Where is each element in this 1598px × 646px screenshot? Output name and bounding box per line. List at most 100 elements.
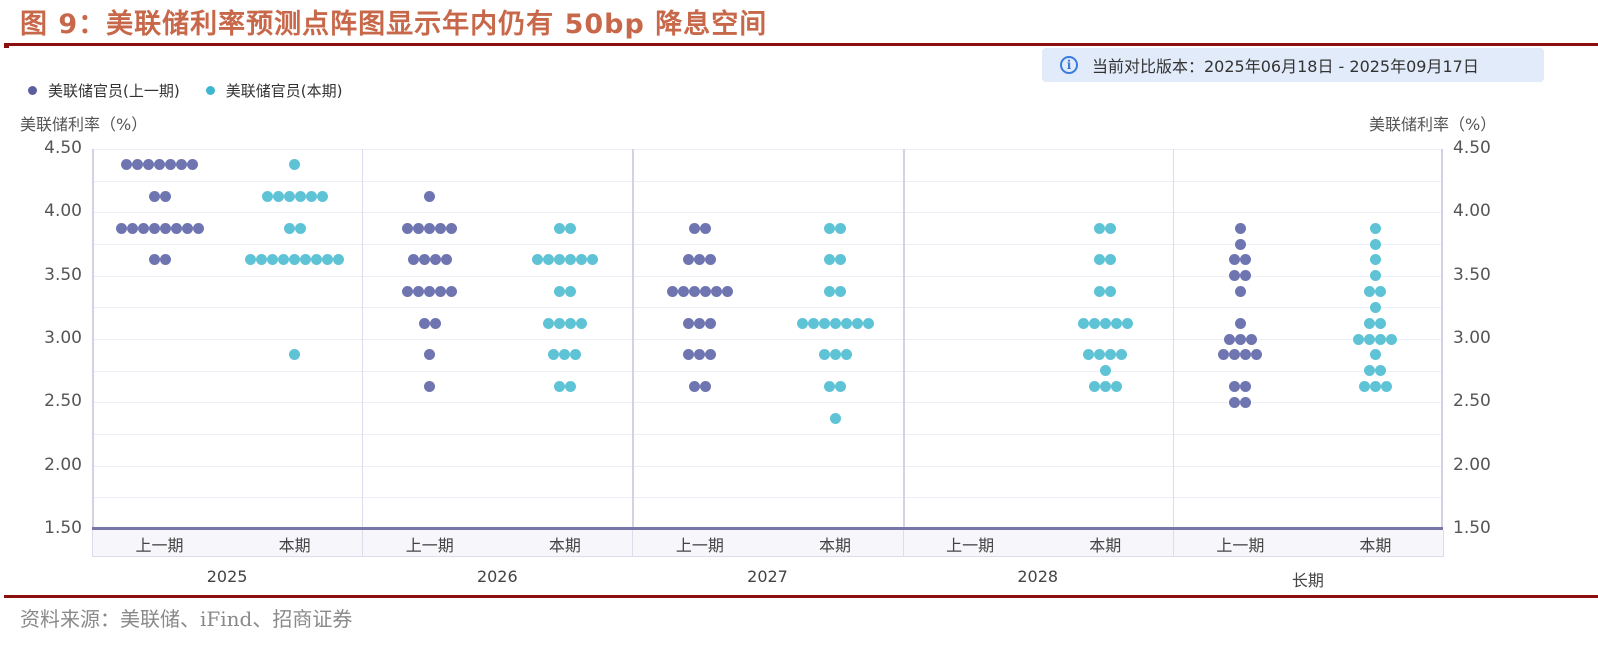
- data-point[interactable]: [840, 349, 852, 361]
- data-point[interactable]: [424, 191, 436, 202]
- data-point[interactable]: [413, 286, 425, 297]
- data-point[interactable]: [1369, 222, 1381, 234]
- data-point[interactable]: [429, 317, 441, 329]
- data-point[interactable]: [121, 159, 133, 171]
- data-point[interactable]: [446, 222, 458, 234]
- data-point[interactable]: [1240, 396, 1252, 408]
- data-point[interactable]: [829, 412, 841, 424]
- data-point[interactable]: [699, 286, 711, 297]
- data-point[interactable]: [1369, 381, 1381, 392]
- data-point[interactable]: [1240, 381, 1252, 392]
- data-point[interactable]: [699, 381, 711, 392]
- data-point[interactable]: [1369, 254, 1381, 266]
- data-point[interactable]: [187, 159, 199, 171]
- data-point[interactable]: [429, 254, 441, 266]
- data-point[interactable]: [683, 349, 695, 361]
- data-point[interactable]: [1099, 365, 1111, 377]
- data-point[interactable]: [1229, 381, 1241, 392]
- data-point[interactable]: [553, 286, 565, 297]
- data-point[interactable]: [862, 317, 874, 329]
- data-point[interactable]: [1110, 381, 1122, 392]
- data-point[interactable]: [1234, 222, 1246, 234]
- data-point[interactable]: [575, 254, 587, 266]
- data-point[interactable]: [137, 222, 149, 234]
- data-point[interactable]: [245, 254, 257, 266]
- data-point[interactable]: [1364, 365, 1376, 377]
- data-point[interactable]: [1364, 333, 1376, 345]
- data-point[interactable]: [1234, 317, 1246, 329]
- data-point[interactable]: [418, 317, 430, 329]
- data-point[interactable]: [1094, 254, 1106, 266]
- data-point[interactable]: [413, 222, 425, 234]
- data-point[interactable]: [1105, 254, 1117, 266]
- data-point[interactable]: [305, 191, 317, 202]
- data-point[interactable]: [1251, 349, 1263, 361]
- data-point[interactable]: [1353, 333, 1365, 345]
- data-point[interactable]: [148, 254, 160, 266]
- data-point[interactable]: [1240, 270, 1252, 282]
- data-point[interactable]: [1083, 349, 1095, 361]
- data-point[interactable]: [1229, 396, 1241, 408]
- data-point[interactable]: [256, 254, 268, 266]
- data-point[interactable]: [289, 159, 301, 171]
- data-point[interactable]: [1110, 317, 1122, 329]
- data-point[interactable]: [824, 254, 836, 266]
- data-point[interactable]: [1105, 286, 1117, 297]
- data-point[interactable]: [1121, 317, 1133, 329]
- data-point[interactable]: [666, 286, 678, 297]
- data-point[interactable]: [294, 191, 306, 202]
- data-point[interactable]: [1386, 333, 1398, 345]
- data-point[interactable]: [435, 222, 447, 234]
- data-point[interactable]: [316, 191, 328, 202]
- data-point[interactable]: [721, 286, 733, 297]
- data-point[interactable]: [824, 381, 836, 392]
- data-point[interactable]: [165, 159, 177, 171]
- data-point[interactable]: [1375, 365, 1387, 377]
- data-point[interactable]: [402, 222, 414, 234]
- data-point[interactable]: [1218, 349, 1230, 361]
- data-point[interactable]: [1369, 349, 1381, 361]
- data-point[interactable]: [835, 254, 847, 266]
- data-point[interactable]: [559, 349, 571, 361]
- data-point[interactable]: [424, 286, 436, 297]
- data-point[interactable]: [1369, 270, 1381, 282]
- data-point[interactable]: [553, 222, 565, 234]
- data-point[interactable]: [1240, 254, 1252, 266]
- data-point[interactable]: [143, 159, 155, 171]
- data-point[interactable]: [132, 159, 144, 171]
- data-point[interactable]: [548, 349, 560, 361]
- data-point[interactable]: [294, 222, 306, 234]
- data-point[interactable]: [835, 286, 847, 297]
- data-point[interactable]: [154, 159, 166, 171]
- data-point[interactable]: [126, 222, 138, 234]
- data-point[interactable]: [564, 286, 576, 297]
- data-point[interactable]: [688, 222, 700, 234]
- data-point[interactable]: [261, 191, 273, 202]
- data-point[interactable]: [564, 222, 576, 234]
- data-point[interactable]: [1234, 238, 1246, 250]
- data-point[interactable]: [542, 317, 554, 329]
- data-point[interactable]: [683, 317, 695, 329]
- data-point[interactable]: [1364, 317, 1376, 329]
- data-point[interactable]: [300, 254, 312, 266]
- data-point[interactable]: [311, 254, 323, 266]
- data-point[interactable]: [829, 349, 841, 361]
- data-point[interactable]: [1088, 317, 1100, 329]
- data-point[interactable]: [1105, 349, 1117, 361]
- data-point[interactable]: [1229, 349, 1241, 361]
- data-point[interactable]: [1369, 238, 1381, 250]
- data-point[interactable]: [688, 286, 700, 297]
- legend-item-current[interactable]: 美联储官员(本期): [205, 80, 342, 101]
- data-point[interactable]: [796, 317, 808, 329]
- data-point[interactable]: [1380, 381, 1392, 392]
- data-point[interactable]: [1229, 270, 1241, 282]
- data-point[interactable]: [1099, 381, 1111, 392]
- data-point[interactable]: [159, 254, 171, 266]
- data-point[interactable]: [1375, 333, 1387, 345]
- data-point[interactable]: [677, 286, 689, 297]
- data-point[interactable]: [1099, 317, 1111, 329]
- data-point[interactable]: [289, 349, 301, 361]
- data-point[interactable]: [159, 191, 171, 202]
- data-point[interactable]: [1094, 286, 1106, 297]
- data-point[interactable]: [851, 317, 863, 329]
